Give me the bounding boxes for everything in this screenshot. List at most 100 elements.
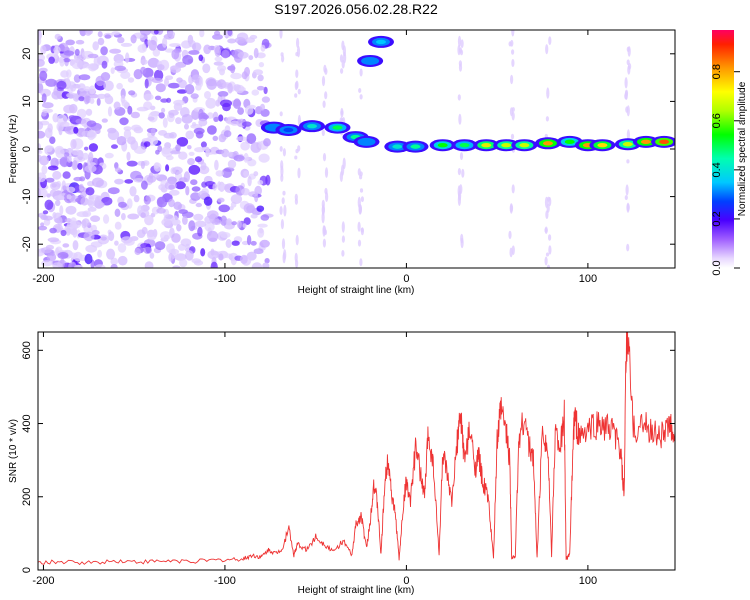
x-tick-label: 100 bbox=[579, 273, 597, 285]
streak-blob bbox=[548, 245, 552, 255]
streak-blob bbox=[626, 129, 631, 141]
noise-blob bbox=[114, 208, 121, 217]
streak-blob bbox=[545, 44, 549, 55]
noise-blob bbox=[181, 114, 193, 124]
noise-blob bbox=[246, 133, 257, 145]
noise-blob bbox=[169, 65, 182, 73]
signal-core bbox=[501, 142, 512, 148]
noise-blob bbox=[59, 205, 64, 216]
spectrogram-ylabel: Frequency (Hz) bbox=[8, 115, 19, 184]
noise-blob bbox=[51, 183, 57, 188]
noise-blob bbox=[137, 44, 147, 53]
noise-blob bbox=[44, 127, 53, 139]
noise-blob bbox=[107, 106, 113, 117]
noise-blob bbox=[207, 250, 219, 260]
noise-blob bbox=[175, 117, 182, 125]
noise-blob bbox=[85, 187, 95, 196]
noise-blob bbox=[38, 130, 46, 139]
noise-blob bbox=[188, 220, 196, 232]
noise-blob bbox=[204, 181, 216, 187]
noise-blob bbox=[72, 240, 79, 251]
streak-blob bbox=[339, 171, 343, 182]
noise-blob bbox=[47, 237, 60, 243]
streak-blob bbox=[342, 157, 346, 170]
noise-blob bbox=[136, 229, 146, 238]
y-tick-label: -10 bbox=[21, 189, 33, 205]
noise-blob bbox=[157, 64, 165, 71]
noise-blob bbox=[257, 180, 264, 185]
noise-blob bbox=[65, 205, 77, 215]
noise-blob bbox=[126, 151, 131, 161]
noise-blob bbox=[265, 174, 271, 186]
streak-blob bbox=[341, 221, 345, 233]
streak-blob bbox=[322, 153, 327, 162]
noise-blob bbox=[150, 127, 156, 137]
signal-core bbox=[481, 142, 492, 148]
noise-blob bbox=[45, 244, 55, 251]
noise-blob bbox=[41, 93, 47, 103]
noise-blob bbox=[212, 34, 223, 40]
figure-title: S197.2026.056.02.28.R22 bbox=[274, 1, 438, 17]
noise-blob bbox=[133, 178, 145, 183]
streak-blob bbox=[508, 41, 512, 47]
streak-blob bbox=[544, 226, 548, 234]
streak-blob bbox=[323, 64, 327, 73]
noise-blob bbox=[240, 254, 248, 264]
noise-blob bbox=[188, 50, 200, 55]
snr-background bbox=[38, 332, 675, 570]
noise-blob bbox=[193, 213, 204, 221]
streak-blob bbox=[296, 37, 300, 49]
streak-blob bbox=[626, 243, 630, 252]
noise-blob bbox=[69, 221, 82, 229]
noise-blob bbox=[203, 196, 213, 206]
noise-blob bbox=[81, 218, 90, 227]
noise-blob bbox=[243, 170, 249, 177]
noise-blob bbox=[247, 176, 252, 187]
noise-blob bbox=[197, 226, 203, 237]
noise-blob bbox=[231, 240, 240, 246]
noise-blob bbox=[114, 240, 119, 246]
noise-blob bbox=[178, 151, 188, 160]
noise-blob bbox=[158, 184, 166, 191]
noise-blob bbox=[242, 223, 247, 229]
noise-blob bbox=[49, 136, 56, 144]
noise-blob bbox=[263, 138, 271, 147]
noise-blob bbox=[130, 111, 140, 119]
noise-blob bbox=[200, 162, 207, 171]
noise-blob bbox=[68, 115, 77, 120]
noise-blob bbox=[174, 181, 186, 190]
x-tick-label: 100 bbox=[579, 575, 597, 587]
noise-blob bbox=[236, 220, 242, 229]
streak-blob bbox=[510, 74, 514, 85]
signal-core bbox=[542, 141, 553, 146]
noise-blob bbox=[202, 114, 210, 120]
noise-blob bbox=[217, 91, 229, 97]
streak-blob bbox=[625, 184, 629, 196]
x-tick-label: -200 bbox=[32, 575, 54, 587]
noise-blob bbox=[38, 154, 42, 162]
noise-blob bbox=[165, 75, 174, 80]
noise-blob bbox=[226, 151, 234, 157]
noise-blob bbox=[143, 141, 151, 148]
noise-blob bbox=[116, 82, 123, 90]
noise-blob bbox=[97, 249, 102, 258]
noise-blob bbox=[125, 52, 130, 64]
noise-blob bbox=[38, 36, 42, 46]
noise-blob bbox=[260, 214, 270, 221]
noise-blob bbox=[230, 194, 243, 205]
noise-blob bbox=[256, 205, 265, 212]
noise-blob bbox=[59, 58, 65, 67]
noise-blob bbox=[38, 225, 48, 231]
noise-blob bbox=[185, 130, 195, 140]
noise-blob bbox=[131, 124, 142, 131]
noise-blob bbox=[101, 60, 108, 69]
noise-blob bbox=[106, 248, 116, 260]
noise-blob bbox=[169, 132, 177, 139]
noise-blob bbox=[98, 202, 105, 207]
streak-blob bbox=[325, 191, 329, 202]
noise-blob bbox=[103, 214, 110, 224]
noise-blob bbox=[73, 74, 81, 83]
noise-blob bbox=[231, 221, 237, 226]
noise-blob bbox=[213, 61, 224, 66]
